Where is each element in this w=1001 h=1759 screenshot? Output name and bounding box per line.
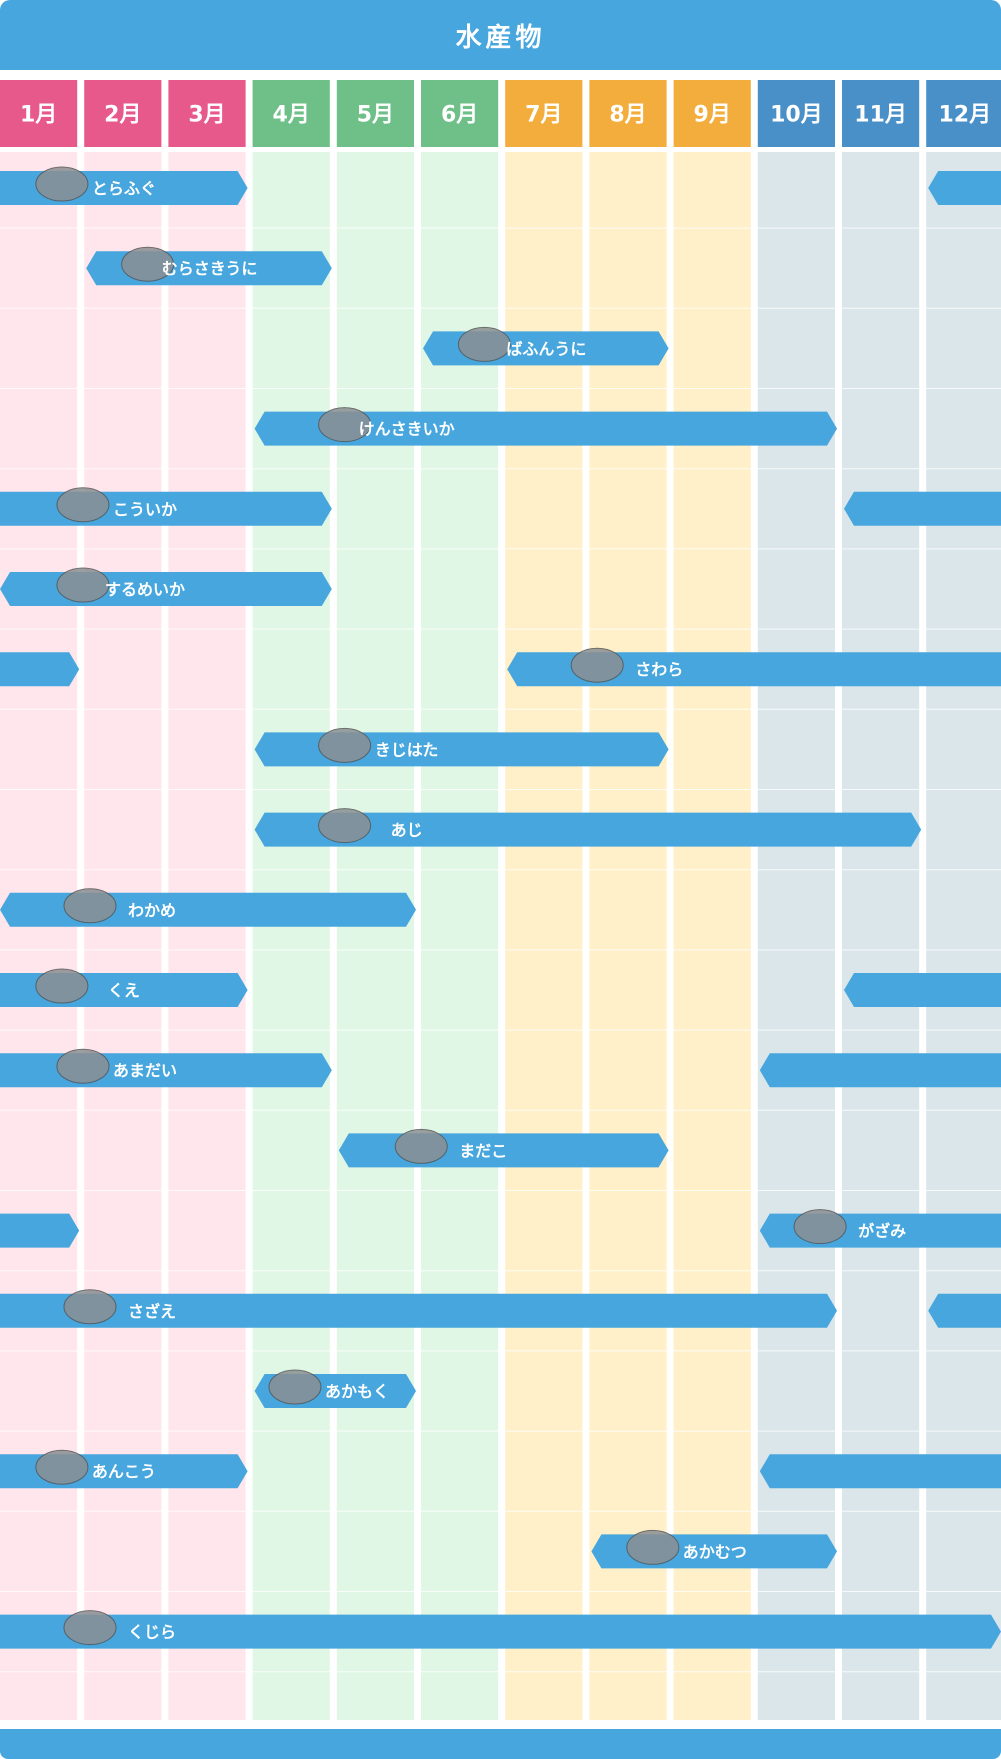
bar-label-けんさきいか: けんさきいか	[359, 420, 455, 439]
month-label-3: 3月	[188, 103, 225, 128]
horse-mackerel-icon	[318, 808, 372, 844]
month-column-bg-5	[336, 152, 414, 1720]
bar-きじはた	[254, 732, 669, 767]
month-header-6	[421, 80, 499, 147]
month-label-7: 7月	[525, 103, 562, 128]
month-column-bg-7	[505, 152, 583, 1720]
bar-わかめ	[0, 892, 416, 927]
bar-あじ	[254, 812, 922, 847]
bar-label-するめいか: するめいか	[105, 580, 185, 599]
bar-label-くえ: くえ	[108, 981, 140, 1000]
month-column-bg-9	[673, 152, 751, 1720]
month-header-1	[0, 80, 78, 147]
month-label-10: 10月	[770, 103, 823, 128]
month-column-bg-6	[421, 152, 499, 1720]
bar-label-こういか: こういか	[113, 500, 177, 519]
month-label-2: 2月	[104, 103, 141, 128]
bar-けんさきいか	[254, 411, 838, 446]
bar-label-あんこう: あんこう	[92, 1462, 156, 1481]
month-label-12: 12月	[938, 103, 991, 128]
bar-label-わかめ: わかめ	[128, 901, 176, 920]
month-label-1: 1月	[20, 103, 57, 128]
pufferfish-icon	[35, 166, 89, 202]
month-column-bg-4	[252, 152, 330, 1720]
rockfish-icon	[626, 1529, 680, 1565]
month-header-7	[505, 80, 583, 147]
octopus-icon	[394, 1128, 448, 1164]
sea-urchin-icon	[121, 246, 175, 282]
bar-label-がざみ: がざみ	[858, 1222, 906, 1241]
squid-icon	[56, 567, 110, 603]
month-header-11	[842, 80, 920, 147]
bar-label-ばふんうに: ばふんうに	[506, 339, 586, 358]
page-title: 水産物	[455, 22, 546, 53]
month-label-11: 11月	[854, 103, 907, 128]
grouper-icon	[35, 968, 89, 1004]
bar-がざみ	[0, 1213, 80, 1248]
bar-label-あかむつ: あかむつ	[683, 1542, 747, 1561]
bar-label-まだこ: まだこ	[459, 1141, 507, 1160]
grouper-icon	[318, 727, 372, 763]
month-label-5: 5月	[357, 103, 394, 128]
month-label-4: 4月	[273, 103, 310, 128]
month-header-2	[84, 80, 162, 147]
whale-icon	[63, 1610, 117, 1646]
bar-こういか	[844, 491, 1001, 526]
month-column-bg-8	[589, 152, 667, 1720]
month-header-3	[168, 80, 246, 147]
month-header-8	[589, 80, 667, 147]
anglerfish-icon	[35, 1449, 89, 1485]
bar-さわら	[507, 652, 1001, 687]
mackerel-icon	[570, 647, 624, 683]
bar-label-くじら: くじら	[128, 1623, 176, 1642]
month-header-10	[757, 80, 835, 147]
bar-label-むらさきうに: むらさきうに	[162, 259, 258, 278]
bar-さざえ	[928, 1293, 1001, 1328]
bar-さわら	[0, 652, 80, 687]
squid-icon	[318, 407, 372, 443]
month-label-9: 9月	[694, 103, 731, 128]
seaweed-icon	[268, 1369, 322, 1405]
bar-label-さざえ: さざえ	[128, 1302, 176, 1321]
bar-さざえ	[0, 1293, 837, 1328]
bar-label-きじはた: きじはた	[375, 740, 439, 759]
sea-urchin-icon	[457, 326, 511, 362]
month-header-5	[336, 80, 414, 147]
bar-label-あまだい: あまだい	[113, 1061, 177, 1080]
crab-icon	[793, 1209, 847, 1245]
footer-bar	[0, 1729, 1001, 1759]
month-header-12	[926, 80, 1001, 147]
month-header-9	[673, 80, 751, 147]
bar-あんこう	[759, 1454, 1001, 1489]
month-header-4	[252, 80, 330, 147]
month-label-8: 8月	[609, 103, 646, 128]
turban-shell-icon	[63, 1289, 117, 1325]
cuttlefish-icon	[56, 487, 110, 523]
month-label-6: 6月	[441, 103, 478, 128]
tilefish-icon	[56, 1048, 110, 1084]
title-bar: 水産物	[0, 0, 1001, 70]
bar-あまだい	[759, 1053, 1001, 1088]
bar-label-あじ: あじ	[391, 821, 423, 840]
bar-label-あかもく: あかもく	[325, 1382, 389, 1401]
bar-label-さわら: さわら	[635, 660, 683, 679]
bar-くじら	[0, 1614, 1001, 1649]
bar-くえ	[844, 973, 1001, 1007]
bar-label-とらふぐ: とらふぐ	[92, 179, 156, 198]
bar-とらふぐ	[928, 171, 1001, 205]
seaweed-icon	[63, 888, 117, 924]
